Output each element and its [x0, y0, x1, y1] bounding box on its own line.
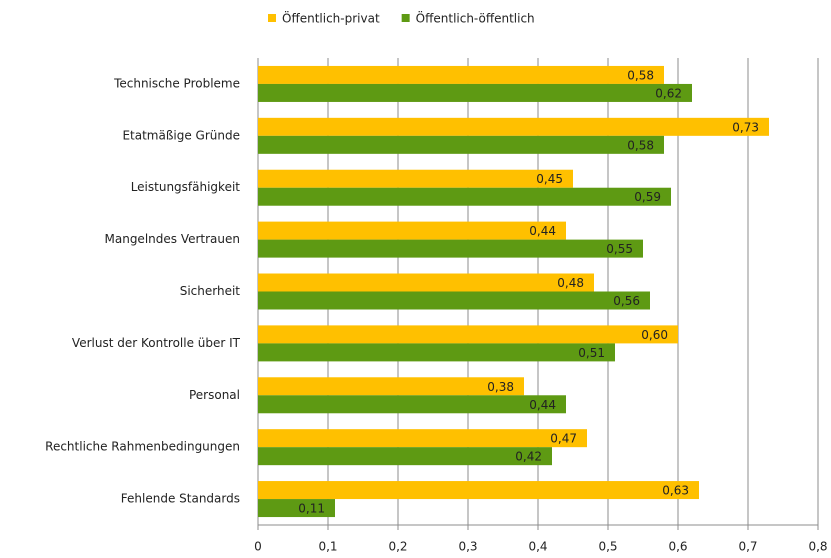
value-label: 0,63	[662, 484, 689, 498]
value-label: 0,48	[557, 276, 584, 290]
y-tick-label: Rechtliche Rahmenbedingungen	[45, 440, 240, 454]
value-label: 0,38	[487, 380, 514, 394]
bar	[258, 499, 335, 518]
value-label: 0,44	[529, 224, 556, 238]
value-label: 0,42	[515, 450, 542, 464]
bar	[258, 83, 692, 102]
value-label: 0,59	[634, 190, 661, 204]
bar	[258, 429, 587, 448]
y-tick-label: Sicherheit	[180, 284, 241, 298]
x-tick-label: 0	[254, 540, 262, 554]
value-label: 0,11	[298, 502, 325, 516]
y-tick-label: Etatmäßige Gründe	[122, 128, 240, 142]
bar	[258, 221, 566, 240]
x-tick-label: 0,1	[318, 540, 337, 554]
value-label: 0,58	[627, 138, 654, 152]
bar	[258, 169, 573, 188]
bar	[258, 239, 643, 258]
y-tick-label: Mangelndes Vertrauen	[105, 232, 241, 246]
bar	[258, 273, 594, 292]
y-tick-label: Fehlende Standards	[121, 492, 240, 506]
bar	[258, 447, 552, 466]
value-label: 0,62	[655, 86, 682, 100]
legend-swatch	[401, 14, 410, 22]
y-tick-label: Leistungsfähigkeit	[131, 180, 241, 194]
value-label: 0,73	[732, 120, 759, 134]
legend-label: Öffentlich-privat	[282, 10, 380, 26]
value-label: 0,56	[613, 294, 640, 308]
x-tick-label: 0,6	[668, 540, 687, 554]
value-label: 0,58	[627, 68, 654, 82]
bar	[258, 117, 769, 136]
y-tick-label: Verlust der Kontrolle über IT	[72, 336, 241, 350]
bar	[258, 187, 671, 206]
value-label: 0,45	[536, 172, 563, 186]
bar	[258, 325, 678, 344]
bar	[258, 343, 615, 362]
value-label: 0,55	[606, 242, 633, 256]
bar	[258, 135, 664, 154]
bar	[258, 395, 566, 414]
bar	[258, 291, 650, 310]
value-label: 0,44	[529, 398, 556, 412]
bar	[258, 65, 664, 84]
x-tick-label: 0,5	[598, 540, 617, 554]
bar	[258, 481, 699, 500]
bar	[258, 377, 524, 396]
x-tick-label: 0,3	[458, 540, 477, 554]
x-tick-label: 0,4	[528, 540, 547, 554]
x-tick-label: 0,2	[388, 540, 407, 554]
x-tick-label: 0,7	[738, 540, 757, 554]
legend-swatch	[268, 14, 276, 22]
value-label: 0,47	[550, 432, 577, 446]
legend-label: Öffentlich-öffentlich	[416, 10, 535, 26]
y-tick-label: Technische Probleme	[113, 76, 240, 90]
y-tick-label: Personal	[189, 388, 240, 402]
value-label: 0,51	[578, 346, 605, 360]
x-tick-label: 0,8	[808, 540, 827, 554]
value-label: 0,60	[641, 328, 668, 342]
